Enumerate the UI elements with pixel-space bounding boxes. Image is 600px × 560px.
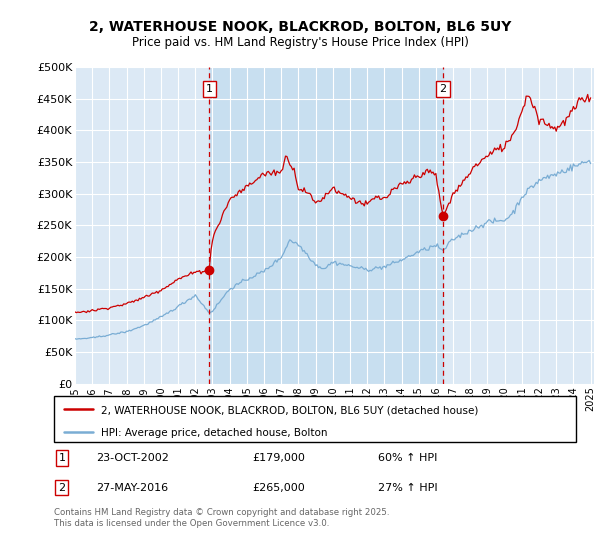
Text: Price paid vs. HM Land Registry's House Price Index (HPI): Price paid vs. HM Land Registry's House … [131, 36, 469, 49]
Text: £179,000: £179,000 [253, 453, 305, 463]
Text: Contains HM Land Registry data © Crown copyright and database right 2025.
This d: Contains HM Land Registry data © Crown c… [54, 508, 389, 528]
Text: 60% ↑ HPI: 60% ↑ HPI [377, 453, 437, 463]
Text: 27% ↑ HPI: 27% ↑ HPI [377, 483, 437, 493]
Text: HPI: Average price, detached house, Bolton: HPI: Average price, detached house, Bolt… [101, 428, 328, 438]
FancyBboxPatch shape [54, 396, 576, 442]
Text: 27-MAY-2016: 27-MAY-2016 [96, 483, 168, 493]
Text: 23-OCT-2002: 23-OCT-2002 [96, 453, 169, 463]
Text: 2, WATERHOUSE NOOK, BLACKROD, BOLTON, BL6 5UY (detached house): 2, WATERHOUSE NOOK, BLACKROD, BOLTON, BL… [101, 405, 478, 416]
Text: 2: 2 [58, 483, 65, 493]
Text: 2, WATERHOUSE NOOK, BLACKROD, BOLTON, BL6 5UY: 2, WATERHOUSE NOOK, BLACKROD, BOLTON, BL… [89, 20, 511, 34]
Text: 2: 2 [439, 85, 446, 94]
Text: 1: 1 [58, 453, 65, 463]
Bar [209, 67, 443, 384]
Text: £265,000: £265,000 [253, 483, 305, 493]
Text: 1: 1 [206, 85, 212, 94]
